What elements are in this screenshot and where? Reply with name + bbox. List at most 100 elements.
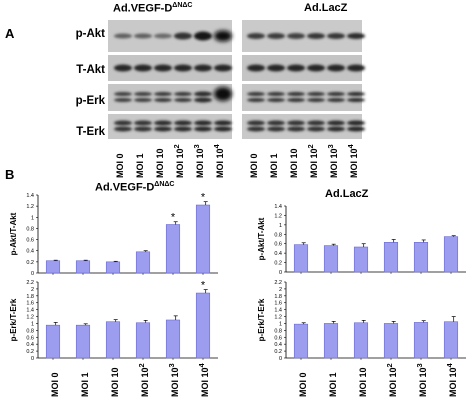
blot-band [307, 98, 325, 102]
blot-band [267, 98, 285, 102]
blot-band [174, 64, 192, 72]
y-tick-label: 1.6 [274, 301, 282, 307]
chart-moi-label-right: MOI 1 [328, 372, 338, 397]
y-tick-label: 1.2 [26, 315, 34, 321]
bar [413, 322, 429, 359]
y-tick-label: 0 [279, 270, 282, 276]
y-tick-label: 1 [279, 223, 282, 229]
blot-band [287, 33, 305, 39]
chart-moi-label-right: MOI 102 [385, 363, 398, 397]
y-tick-label: 1.2 [26, 204, 34, 210]
blot-band [347, 92, 365, 96]
y-tick-label: 1 [279, 321, 282, 327]
y-tick-label: 0.6 [26, 238, 34, 244]
chart-moi-label-left: MOI 10 [110, 367, 120, 397]
y-tick-label: 0 [31, 271, 34, 277]
y-tick-label: 2.2 [274, 280, 282, 286]
blot-band [307, 120, 325, 126]
blot-band [287, 120, 305, 126]
blot-band [327, 33, 345, 39]
blot-band [247, 33, 265, 39]
blot-band [287, 92, 305, 96]
blot-band [327, 120, 345, 126]
chart-moi-label-right: MOI 104 [445, 363, 458, 397]
bar [353, 322, 369, 359]
blot-left-p-erk [108, 84, 232, 111]
y-tick-label: 1.4 [274, 308, 282, 314]
blot-band [214, 30, 232, 42]
blot-band [114, 120, 132, 126]
y-tick-label: 1.2 [274, 213, 282, 219]
group-title-left-text: Ad.VEGF-D [113, 2, 173, 15]
y-tick-label: 0.8 [26, 328, 34, 334]
y-tick-label: 1.8 [26, 294, 34, 300]
y-axis-label: p-Akt/T-Akt [9, 212, 18, 255]
bar [293, 244, 309, 273]
bar [105, 261, 121, 274]
y-axis-label: p-Erk/T-Erk [9, 298, 18, 341]
blot-band [114, 126, 132, 132]
y-tick-label: 2 [279, 287, 282, 293]
blot-band [134, 64, 152, 72]
y-tick-label: 0.2 [274, 261, 282, 267]
blot-row-label-t-akt: T-Akt [76, 64, 105, 76]
blot-right-t-erk [242, 114, 362, 139]
y-tick-label: 1.4 [274, 204, 282, 210]
blot-band [214, 64, 232, 72]
y-tick-label: 1.8 [274, 294, 282, 300]
blot-band [214, 87, 232, 101]
y-tick-label: 1.2 [274, 315, 282, 321]
blot-left-t-erk [108, 114, 232, 139]
chart-moi-label-right: MOI 0 [298, 372, 308, 397]
blot-band [134, 126, 152, 132]
bar [383, 323, 399, 359]
blot-band [154, 126, 172, 132]
blot-band [194, 91, 212, 97]
bar [165, 224, 181, 274]
y-tick-label: 1 [31, 321, 34, 327]
chart-title-right: Ad.LacZ [325, 188, 369, 200]
group-title-right: Ad.LacZ [304, 2, 348, 14]
y-tick-label: 0.8 [26, 226, 34, 232]
blot-band [327, 126, 345, 132]
y-tick-label: 0 [279, 356, 282, 362]
chart-moi-label-right: MOI 103 [415, 363, 428, 397]
chart-moi-label-left: MOI 104 [197, 363, 210, 397]
bar [195, 204, 211, 274]
blot-band [247, 126, 265, 132]
blot-band [247, 98, 265, 102]
blot-row-label-t-erk: T-Erk [76, 126, 105, 138]
bar [75, 324, 91, 359]
blot-band [134, 98, 152, 102]
panel-a-label: A [5, 26, 15, 41]
blot-band [267, 92, 285, 96]
blot-band [347, 120, 365, 126]
blot-band [267, 126, 285, 132]
chart-moi-label-right: MOI 10 [358, 367, 368, 397]
blot-band [154, 33, 172, 39]
y-tick-label: 0.6 [26, 335, 34, 341]
chart-title-left: Ad.VEGF-DΔNΔC [95, 181, 174, 194]
blot-band [174, 32, 192, 40]
blot-band [267, 33, 285, 39]
y-tick-label: 0.4 [26, 342, 34, 348]
y-tick-label: 0.6 [274, 242, 282, 248]
blot-band [134, 120, 152, 126]
blot-band [154, 98, 172, 102]
blot-band [154, 120, 172, 126]
bar [293, 323, 309, 359]
blot-band [174, 92, 192, 96]
blot-band [174, 126, 192, 132]
y-axis-label: p-Erk/T-Erk [257, 298, 266, 341]
blot-band [194, 97, 212, 103]
blot-band [114, 64, 132, 72]
blot-band [214, 126, 232, 132]
western-blot-figure [108, 20, 365, 139]
y-tick-label: 0.8 [274, 232, 282, 238]
y-tick-label: 0.6 [274, 335, 282, 341]
blot-band [134, 92, 152, 96]
blot-band [154, 64, 172, 72]
y-axis-label: p-Akt/T-Akt [257, 217, 266, 260]
y-tick-label: 1.4 [26, 308, 34, 314]
